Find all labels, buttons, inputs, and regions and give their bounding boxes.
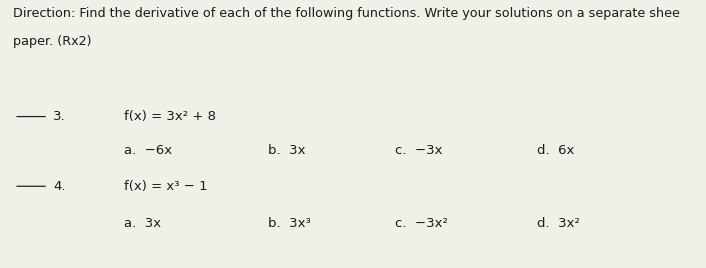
Text: a.  −6x: a. −6x: [124, 144, 172, 157]
Text: b.  3x³: b. 3x³: [268, 217, 311, 230]
Text: b.  3x: b. 3x: [268, 144, 306, 157]
Text: a.  3x: a. 3x: [124, 217, 161, 230]
Text: f(x) = 3x² + 8: f(x) = 3x² + 8: [124, 110, 215, 123]
Text: c.  −3x²: c. −3x²: [395, 217, 448, 230]
Text: paper. (Rx2): paper. (Rx2): [13, 35, 91, 48]
Text: Direction: Find the derivative of each of the following functions. Write your so: Direction: Find the derivative of each o…: [13, 7, 680, 20]
Text: 3.: 3.: [53, 110, 66, 123]
Text: d.  6x: d. 6x: [537, 144, 574, 157]
Text: 4.: 4.: [53, 180, 66, 193]
Text: f(x) = x³ − 1: f(x) = x³ − 1: [124, 180, 207, 193]
Text: d.  3x²: d. 3x²: [537, 217, 580, 230]
Text: c.  −3x: c. −3x: [395, 144, 443, 157]
